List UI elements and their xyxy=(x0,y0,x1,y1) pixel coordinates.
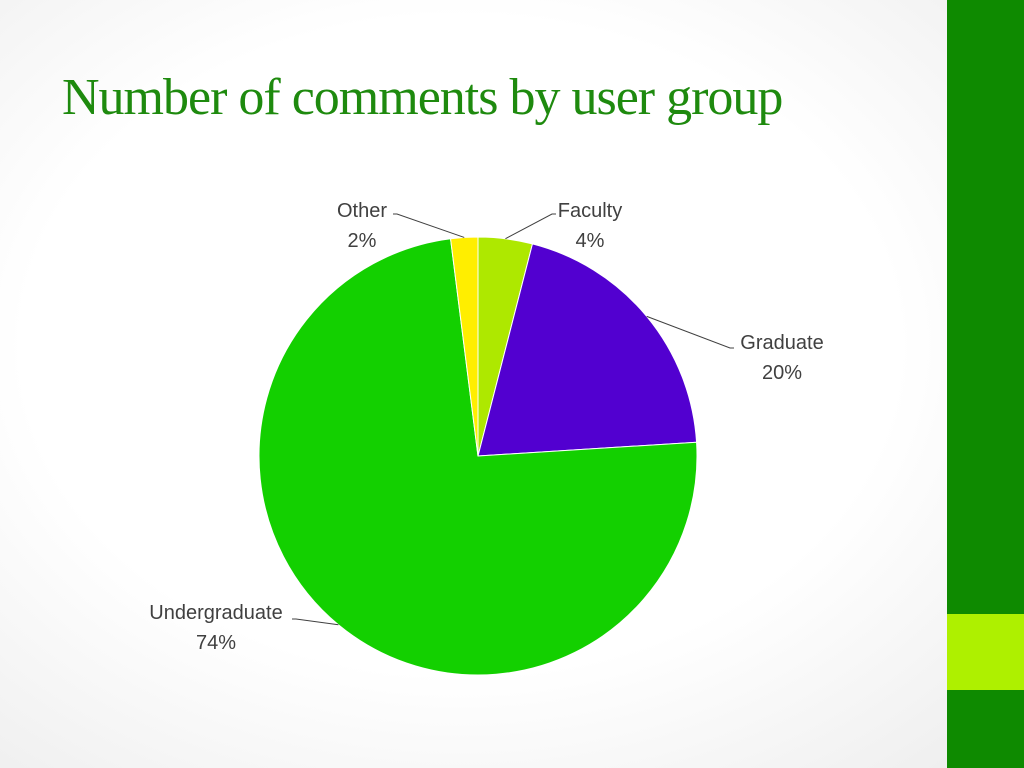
side-decor-accent xyxy=(947,614,1024,690)
leader-line-other xyxy=(393,213,465,238)
pie-label-percent-faculty: 4% xyxy=(576,230,605,252)
pie-slice-other xyxy=(449,236,479,457)
pie-label-name-graduate: Graduate xyxy=(740,332,823,354)
pie-label-name-faculty: Faculty xyxy=(558,200,622,222)
pie-slice-undergraduate xyxy=(258,238,698,676)
slide-title: Number of comments by user group xyxy=(62,69,783,126)
pie-label-name-other: Other xyxy=(337,200,387,222)
pie-label-percent-graduate: 20% xyxy=(762,362,802,384)
leader-line-faculty xyxy=(505,213,556,240)
pie-label-name-undergraduate: Undergraduate xyxy=(149,602,282,624)
leader-line-graduate xyxy=(646,315,734,349)
pie-label-percent-other: 2% xyxy=(348,230,377,252)
pie-label-percent-undergraduate: 74% xyxy=(196,632,236,654)
pie-slice-graduate xyxy=(477,243,698,457)
leader-line-undergraduate xyxy=(292,618,339,626)
